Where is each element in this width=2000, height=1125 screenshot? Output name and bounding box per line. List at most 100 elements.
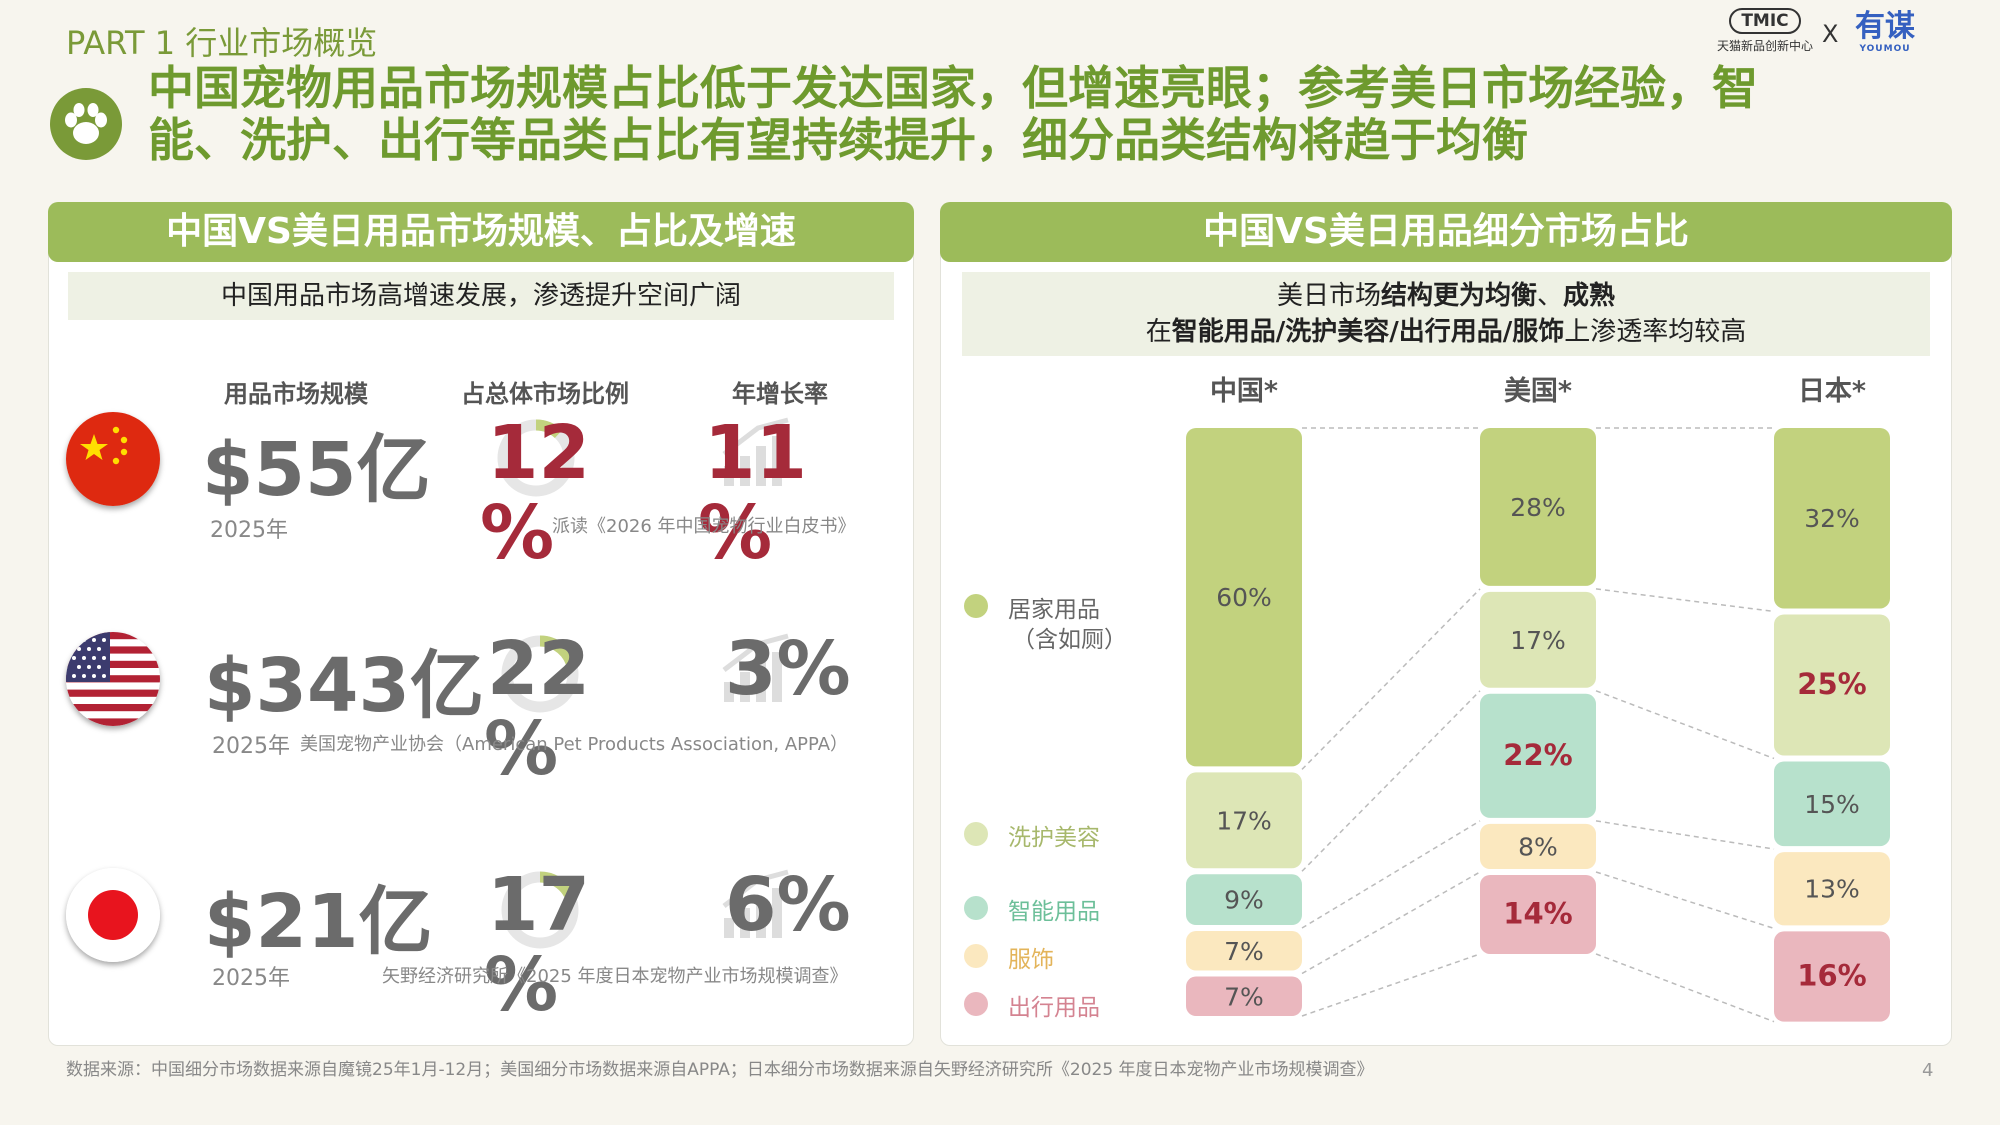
- page-title: 中国宠物用品市场规模占比低于发达国家，但增速亮眼；参考美日市场经验，智 能、洗护…: [148, 62, 1968, 166]
- legend-label: 洗护美容: [1008, 825, 1100, 851]
- connector-line: [1301, 953, 1481, 1017]
- usa-flag-icon: [66, 632, 160, 726]
- japan-growth-chart-icon: [718, 866, 808, 950]
- connector-line: [1595, 588, 1775, 613]
- bar-value-label: 28%: [1510, 493, 1566, 522]
- bar-segment: [1774, 931, 1890, 1022]
- bar-segment: [1480, 823, 1596, 869]
- legend-label: 服饰: [1008, 947, 1054, 973]
- china-growth-chart-icon: [718, 414, 808, 498]
- right-subtitle-text: 在: [1145, 317, 1172, 347]
- left-panel-subtitle: 中国用品市场高增速发展，渗透提升空间广阔: [68, 272, 894, 320]
- connector-line: [1595, 871, 1775, 930]
- right-panel-title: 中国VS美日用品细分市场占比: [940, 202, 1952, 262]
- logo-separator: X: [1822, 20, 1839, 48]
- legend-swatch: [964, 822, 988, 846]
- left-panel-title: 中国VS美日用品市场规模、占比及增速: [48, 202, 914, 262]
- section-label: PART 1 行业市场概览: [66, 24, 378, 62]
- usa-year: 2025年: [212, 734, 290, 759]
- japan-market-size: $21亿: [204, 879, 433, 965]
- page-title-line-2: 能、洗护、出行等品类占比有望持续提升，细分品类结构将趋于均衡: [148, 113, 1528, 167]
- bar-value-label: 16%: [1797, 959, 1866, 993]
- bar-value-label: 7%: [1224, 937, 1264, 966]
- column-header-share: 占总体市场比例: [461, 380, 629, 408]
- bar-value-label: 25%: [1797, 667, 1866, 701]
- bar-segment: [1774, 761, 1890, 847]
- right-subtitle-text: 上渗透率均较高: [1564, 317, 1747, 347]
- bar-segment: [1480, 693, 1596, 818]
- legend-swatch: [964, 594, 988, 618]
- data-source-footnote: 数据来源：中国细分市场数据来源自魔镜25年1月-12月；美国细分市场数据来源自A…: [66, 1060, 1374, 1080]
- category-label: 日本*: [1798, 376, 1866, 407]
- bar-segment: [1186, 931, 1302, 971]
- bar-value-label: 17%: [1216, 806, 1272, 835]
- page-number: 4: [1922, 1060, 1934, 1081]
- bar-value-label: 7%: [1224, 982, 1264, 1011]
- legend-swatch: [964, 896, 988, 920]
- left-panel: [48, 204, 914, 1046]
- bar-value-label: 32%: [1804, 504, 1860, 533]
- right-subtitle-text: 美日市场: [1276, 281, 1381, 311]
- tmic-logo-subtitle: 天猫新品创新中心: [1716, 39, 1813, 53]
- connector-line: [1301, 690, 1481, 872]
- legend-label: 出行用品: [1008, 995, 1100, 1021]
- stacked-bar-chart: 中国* 60% 17% 9% 7% 7% 美国* 28% 17% 22% 8% 14% 日本* 32% 25…: [1186, 375, 1890, 1023]
- legend-swatch: [964, 992, 988, 1016]
- ring-fill: [501, 635, 579, 713]
- bar-segment: [1774, 614, 1890, 756]
- bar-segment: [1480, 591, 1596, 688]
- usa-share-percent: %: [484, 706, 559, 792]
- column-header-growth: 年增长率: [732, 380, 828, 408]
- brand-logos: TMIC 天猫新品创新中心 X 有谋 YOUMOU: [1710, 8, 1920, 58]
- legend-swatch: [964, 944, 988, 968]
- bar-value-label: 9%: [1224, 886, 1264, 915]
- bar-segment: [1186, 874, 1302, 926]
- china-share-percent: %: [480, 490, 555, 576]
- right-subtitle-text: 、: [1537, 281, 1564, 311]
- right-panel-subtitle: 美日市场结构更为均衡、成熟 在智能用品/洗护美容/出行用品/服饰上渗透率均较高: [962, 272, 1930, 356]
- connector-line: [1595, 690, 1775, 760]
- tmic-logo: TMIC 天猫新品创新中心: [1710, 8, 1820, 54]
- bar-value-label: 14%: [1503, 896, 1572, 930]
- connector-line: [1301, 820, 1481, 929]
- bar-value-label: 13%: [1804, 875, 1860, 904]
- right-subtitle-line-1: 美日市场结构更为均衡、成熟: [962, 278, 1930, 314]
- right-subtitle-bold: 成熟: [1563, 281, 1616, 311]
- bar-value-label: 60%: [1216, 583, 1272, 612]
- china-market-size: $55亿: [202, 427, 431, 513]
- youmou-logo-cn: 有谋: [1855, 9, 1915, 44]
- bar-segment: [1480, 875, 1596, 954]
- japan-year: 2025年: [212, 966, 290, 991]
- bar-segment: [1774, 852, 1890, 926]
- legend-label: 智能用品: [1008, 899, 1100, 925]
- usa-share-value: 22: [487, 626, 590, 712]
- china-year: 2025年: [210, 518, 288, 543]
- japan-share-percent: %: [484, 942, 559, 1028]
- ring-fill: [497, 419, 575, 497]
- bar-segment: [1480, 428, 1596, 586]
- bar-value-label: 17%: [1510, 626, 1566, 655]
- right-subtitle-line-2: 在智能用品/洗护美容/出行用品/服饰上渗透率均较高: [962, 314, 1930, 350]
- japan-source: 矢野经济研究所《2025 年度日本宠物产业市场规模调查》: [382, 966, 848, 987]
- china-share-ring: [497, 419, 575, 497]
- japan-share-ring: [501, 871, 579, 949]
- right-subtitle-bold: 智能用品/洗护美容/出行用品/服饰: [1171, 317, 1565, 347]
- japan-growth-value: 6%: [725, 862, 851, 948]
- category-label: 美国*: [1504, 375, 1572, 407]
- connector-line: [1595, 820, 1775, 850]
- connector-line: [1301, 588, 1481, 770]
- japan-flag-icon: [66, 868, 160, 962]
- right-subtitle-bold: 结构更为均衡: [1380, 281, 1537, 311]
- tmic-logo-mark: TMIC: [1729, 8, 1801, 34]
- column-header-size: 用品市场规模: [224, 380, 368, 408]
- bar-segment: [1186, 428, 1302, 767]
- connector-line: [1301, 871, 1481, 975]
- china-share-value: 12: [487, 410, 590, 496]
- connector-line: [1595, 953, 1775, 1023]
- china-growth-value: 11: [704, 410, 807, 496]
- paw-icon: [50, 88, 122, 160]
- bar-value-label: 15%: [1804, 790, 1860, 819]
- bar-segment: [1186, 772, 1302, 869]
- legend-label: 居家用品: [1008, 597, 1100, 623]
- youmou-logo-en: YOUMOU: [1859, 44, 1911, 54]
